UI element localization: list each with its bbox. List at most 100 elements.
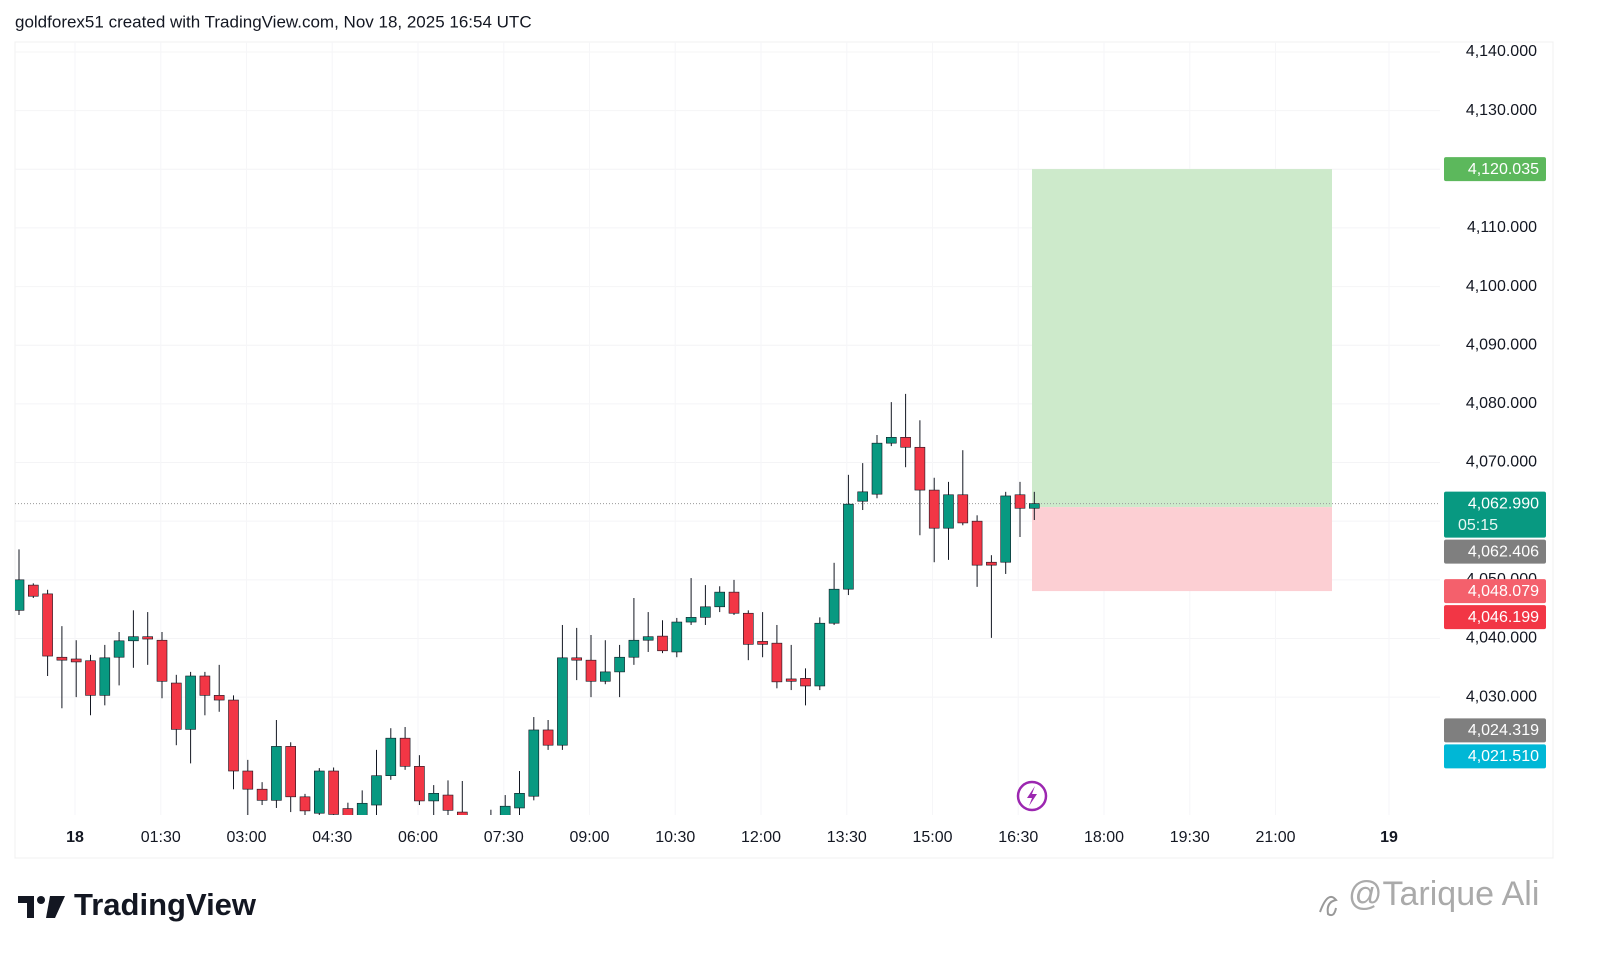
profit-zone [1032,169,1332,508]
candle-body [142,636,153,640]
candle-body [657,635,668,652]
candle-body [885,436,897,444]
candle-body [928,489,940,529]
x-tick-label: 21:00 [1255,829,1295,846]
y-tick-label: 4,080.000 [1466,395,1537,412]
candle-body [714,591,726,608]
candle-body [213,695,225,701]
candle-body [499,805,511,815]
candle-body [456,811,468,815]
candle-body [771,642,783,683]
x-tick-label: 04:30 [312,829,352,846]
candle-body [99,657,111,696]
candle-body [185,675,196,730]
candle-body [757,641,768,645]
candle-body [342,808,354,815]
price-label: 4,120.035 [1468,161,1539,178]
candle-body [943,494,954,529]
candle-body [328,770,339,815]
price-label: 4,048.079 [1468,583,1539,600]
candle-body [843,503,854,590]
x-tick-label: 19 [1380,829,1398,846]
candle-body [414,766,425,802]
y-tick-label: 4,100.000 [1466,278,1537,295]
candle-body [971,520,983,566]
candle-body [271,746,282,801]
candle-body [514,792,525,809]
candle-body [15,579,25,611]
candle-body [571,657,583,661]
x-tick-label: 19:30 [1170,829,1210,846]
price-label: 4,024.319 [1468,722,1539,739]
price-label-box [1444,579,1546,604]
candle-body [113,640,125,658]
y-tick-label: 4,130.000 [1466,102,1537,119]
y-tick-label: 4,070.000 [1466,454,1537,471]
candle-body [442,794,454,811]
candle-body [285,746,297,798]
candle-body [27,584,39,597]
x-tick-label: 09:00 [569,829,609,846]
logo-text: TradingView [74,887,257,922]
candle-body [828,588,840,624]
x-tick-label: 03:00 [226,829,266,846]
loss-zone [1032,507,1332,592]
candle-body [871,442,883,495]
x-tick-label: 18:00 [1084,829,1124,846]
candle-body [557,657,568,746]
candle-body [356,802,368,815]
candle-body [628,639,640,658]
x-tick-label: 07:30 [484,829,524,846]
x-tick-label: 10:30 [655,829,695,846]
x-tick-label: 18 [66,829,84,846]
x-tick-label: 16:30 [998,829,1038,846]
candle-body [313,770,325,814]
y-tick-label: 4,090.000 [1466,336,1537,353]
candle-body [42,593,53,657]
chart-frame [14,41,1554,859]
header-title: goldforex51 created with TradingView.com… [15,12,532,31]
alert-icon [1016,780,1048,812]
x-tick-label: 06:00 [398,829,438,846]
price-label-box [1444,491,1546,538]
watermark: @Tarique Ali [1319,875,1539,917]
price-label-countdown: 05:15 [1458,517,1498,534]
candle-body [70,658,82,663]
candle-body [685,617,697,623]
candle-body [742,612,754,645]
candle-body [857,491,869,502]
candle-body [1029,503,1040,509]
candle-body [256,788,268,801]
y-tick-label: 4,140.000 [1466,43,1537,60]
candle-body [957,494,969,524]
candle-body [585,659,597,682]
price-label: 4,062.990 [1468,495,1539,512]
candle-body [242,770,254,790]
y-tick-label: 4,110.000 [1467,219,1537,236]
candle-body [228,699,239,772]
candle-body [542,729,554,746]
y-tick-label: 4,030.000 [1466,688,1537,705]
candle-body [85,660,96,696]
x-tick-label: 01:30 [141,829,181,846]
candle-body [528,729,540,797]
candle-body [785,678,797,682]
candle-body [399,737,411,767]
price-label-box [1444,744,1546,769]
candle-body [1000,495,1012,563]
plot-area [15,169,1440,815]
candle-body [1014,494,1026,509]
price-label: 4,046.199 [1468,609,1539,626]
candle-body [900,436,911,448]
candle-body [299,796,311,812]
price-label-box [1444,157,1546,182]
price-labels: 4,120.035 4,062.990 05:15 4,062.406 4,048.07… [1444,157,1546,769]
candle-body [599,671,611,682]
x-tick-label: 12:00 [741,829,781,846]
x-tick-label: 13:30 [827,829,867,846]
x-tick-label: 15:00 [912,829,952,846]
price-label: 4,021.510 [1468,748,1539,765]
candle-body [199,675,211,696]
